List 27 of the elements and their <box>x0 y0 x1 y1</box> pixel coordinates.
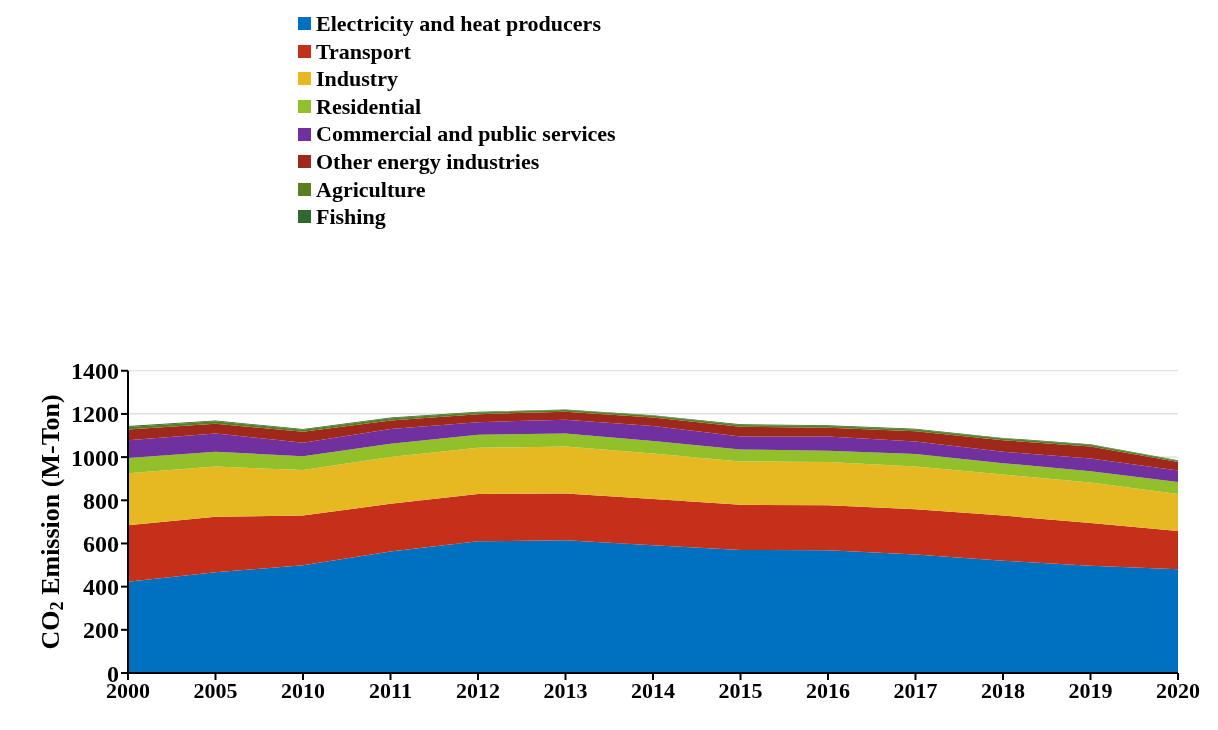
x-tick-label: 2005 <box>193 677 238 703</box>
x-tick-label: 2010 <box>281 677 325 703</box>
x-tick-label: 2012 <box>456 677 500 703</box>
y-tick-label: 1000 <box>71 444 119 471</box>
y-tick-label: 400 <box>83 574 119 601</box>
legend-label: Transport <box>316 37 411 66</box>
legend-label: Other energy industries <box>316 147 540 176</box>
x-tick-label: 2013 <box>543 677 588 703</box>
y-tick-label: 600 <box>83 530 119 557</box>
y-tick-label: 1400 <box>71 358 119 385</box>
x-tick-label: 2018 <box>981 677 1025 703</box>
legend-label: Commercial and public services <box>316 120 616 148</box>
x-tick-label: 2019 <box>1068 677 1113 703</box>
legend-label: Agriculture <box>316 175 426 204</box>
y-tick-label: 800 <box>83 487 119 514</box>
x-tick-label: 2014 <box>631 677 675 703</box>
x-tick-label: 2016 <box>806 677 850 703</box>
x-tick-label: 2015 <box>718 677 763 703</box>
y-tick-label: 200 <box>83 617 119 644</box>
legend-label: Fishing <box>316 203 386 231</box>
y-tick-label: 1200 <box>71 401 119 428</box>
x-tick-label: 2020 <box>1156 677 1200 703</box>
legend-label: Residential <box>316 92 422 121</box>
x-tick-label: 2017 <box>893 677 938 703</box>
legend-label: Electricity and heat producers <box>316 10 601 38</box>
x-tick-label: 2011 <box>369 677 412 703</box>
legend-label: Industry <box>316 65 398 93</box>
